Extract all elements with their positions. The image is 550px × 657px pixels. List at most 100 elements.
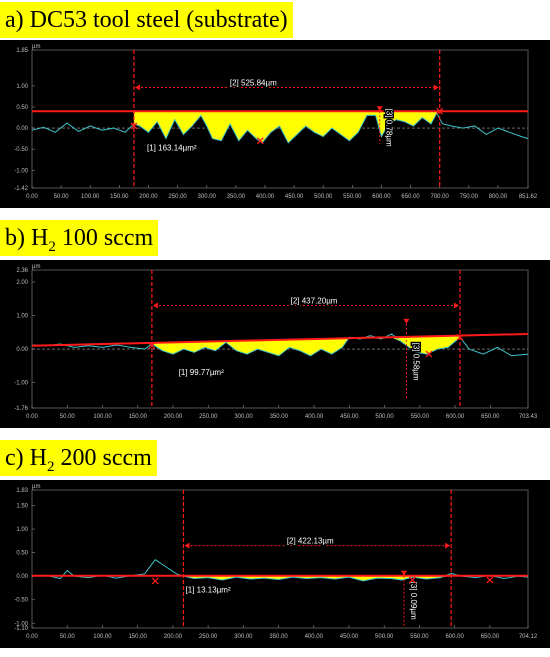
panel-a-chart: µm 1.85 1.00 0.50 0.00 -0.50 -1.00 -1.42 0.00 50.… <box>14 44 538 200</box>
panel-a-title: a) DC53 tool steel (substrate) <box>0 2 293 38</box>
x-tick-label: 350.00 <box>269 634 288 640</box>
x-tick-label: 700.00 <box>431 194 450 200</box>
x-tick-label: 250.00 <box>199 414 218 420</box>
x-tick-label: 500.00 <box>375 634 394 640</box>
x-tick-label: 500.00 <box>375 414 394 420</box>
length-arrow-right <box>454 302 460 309</box>
y-tick-label: -1.00 <box>14 168 28 174</box>
x-tick-label: 300.00 <box>234 634 253 640</box>
y-tick-label: 0.00 <box>16 347 28 353</box>
x-tick-label: 450.00 <box>340 634 359 640</box>
cross-marker <box>130 122 138 130</box>
length-label: [2] 525.84µm <box>230 79 277 88</box>
unit-label: µm <box>32 44 40 50</box>
length-arrow-left <box>184 542 190 549</box>
x-tick-label: 50.00 <box>60 634 76 640</box>
unit-label: µm <box>32 264 40 270</box>
panel-a-title-prefix: a) DC53 tool steel (substrate) <box>5 7 288 33</box>
y-tick-label: -1.00 <box>14 621 28 627</box>
x-tick-label: 600.00 <box>445 634 464 640</box>
plot-frame <box>31 489 529 629</box>
x-tick-label: 200.00 <box>164 634 183 640</box>
y-tick-label: 0.00 <box>16 126 28 132</box>
area-fill <box>133 111 437 143</box>
x-tick-label: 750.00 <box>460 194 479 200</box>
x-tick-label: 100.00 <box>93 634 112 640</box>
y-tick-label: 1.50 <box>16 504 28 510</box>
x-tick-label: 650.00 <box>481 414 500 420</box>
height-arrow <box>403 318 410 324</box>
y-tick-label: 1.85 <box>16 48 28 54</box>
y-tick-label: -0.50 <box>14 147 28 153</box>
panel-c-chart: µm 1.83 1.50 1.00 0.50 0.00 -0.50 -1.00-1.10 0.0… <box>14 484 538 640</box>
panel-c-title-suffix: 200 sccm <box>54 445 152 471</box>
x-tick-label: 150.00 <box>129 414 148 420</box>
x-tick-label: 704.12 <box>519 634 538 640</box>
x-tick-label: 550.00 <box>410 634 429 640</box>
profile-line <box>31 333 529 357</box>
x-tick-label: 50.00 <box>60 414 76 420</box>
y-tick-label: 1.00 <box>16 527 28 533</box>
y-tick-label: 1.00 <box>16 84 28 90</box>
panel-b-title-suffix: 100 sccm <box>55 225 154 251</box>
x-tick-label: 300.00 <box>198 194 217 200</box>
y-tick-label: 0.50 <box>16 551 28 557</box>
x-tick-label: 450.00 <box>340 414 359 420</box>
cross-marker <box>436 107 444 115</box>
x-tick-label: 100.00 <box>93 414 112 420</box>
length-arrow-right <box>445 542 451 549</box>
cross-marker <box>256 137 264 145</box>
x-tick-label: 200.00 <box>139 194 158 200</box>
y-tick-label: 2.36 <box>16 268 28 274</box>
x-tick-label: 100.00 <box>81 194 100 200</box>
cross-marker <box>408 576 416 584</box>
y-tick-label: -1.76 <box>14 406 28 412</box>
y-tick-label: 2.00 <box>16 280 28 286</box>
x-tick-label: 250.00 <box>168 194 187 200</box>
x-tick-label: 150.00 <box>110 194 129 200</box>
y-tick-label: -1.10 <box>14 626 28 632</box>
area-label: [1] 13.13µm² <box>186 586 231 595</box>
x-tick-label: 0.00 <box>26 634 38 640</box>
height-label: [3] 0.78µm <box>385 109 394 147</box>
height-arrow <box>400 570 407 576</box>
panel-c-title-sub: 2 <box>46 458 55 475</box>
plot-frame <box>31 269 529 409</box>
x-tick-label: 600.00 <box>446 414 465 420</box>
plot-frame <box>31 49 529 189</box>
y-tick-label: 1.83 <box>16 488 28 494</box>
y-tick-label: 1.00 <box>16 314 28 320</box>
cross-marker <box>486 576 494 584</box>
length-label: [2] 422.13µm <box>287 537 334 546</box>
y-tick-label: 0.50 <box>16 105 28 111</box>
unit-label: µm <box>32 484 40 490</box>
panel-b-chart: µm 2.36 2.00 1.00 0.00 -1.00 -1.76 0.00 50.00 100… <box>14 264 538 420</box>
x-tick-label: 450.00 <box>285 194 304 200</box>
x-tick-label: 350.00 <box>227 194 246 200</box>
panel-a-plot: µm 1.85 1.00 0.50 0.00 -0.50 -1.00 -1.42 0.00 50.… <box>0 40 550 208</box>
length-label: [2] 437.20µm <box>291 297 338 306</box>
length-arrow-right <box>433 84 439 91</box>
y-tick-label: 0.00 <box>16 574 28 580</box>
panel-b-title-sub: 2 <box>48 238 56 255</box>
area-fill <box>183 575 452 581</box>
y-tick-label: -1.42 <box>14 186 28 192</box>
x-tick-label: 650.00 <box>401 194 420 200</box>
height-arrow <box>376 106 383 112</box>
area-fill <box>151 335 461 356</box>
x-tick-label: 500.00 <box>314 194 333 200</box>
length-arrow-left <box>152 302 158 309</box>
x-tick-label: 600.00 <box>372 194 391 200</box>
x-tick-label: 550.00 <box>343 194 362 200</box>
x-tick-label: 250.00 <box>199 634 218 640</box>
area-label: [1] 99.77µm² <box>179 368 224 377</box>
panel-c-plot: µm 1.83 1.50 1.00 0.50 0.00 -0.50 -1.00 -1.10 0.0… <box>0 480 550 648</box>
x-tick-label: 400.00 <box>305 634 324 640</box>
x-tick-label: 400.00 <box>256 194 275 200</box>
x-tick-label: 300.00 <box>234 414 253 420</box>
height-label: [3] 0.58µm <box>411 343 420 381</box>
panel-b-title: b) H2 100 sccm <box>0 220 159 256</box>
x-tick-label: 703.43 <box>519 414 538 420</box>
panel-b-title-prefix: b) H <box>5 225 49 251</box>
x-tick-label: 851.62 <box>519 194 538 200</box>
